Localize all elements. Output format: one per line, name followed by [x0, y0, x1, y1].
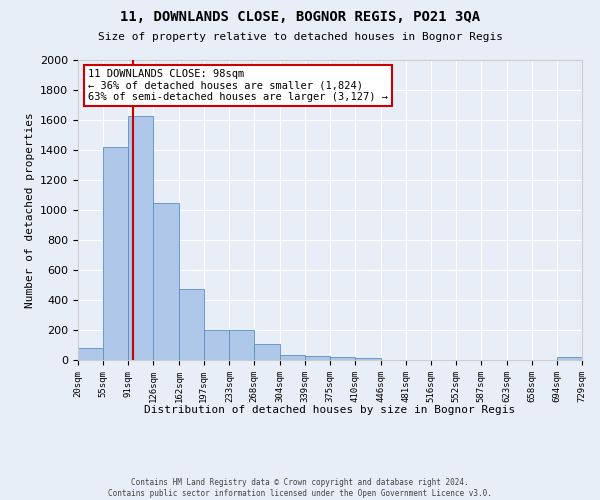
Bar [179, 289, 204, 360]
Text: Contains HM Land Registry data © Crown copyright and database right 2024.
Contai: Contains HM Land Registry data © Crown c… [108, 478, 492, 498]
Y-axis label: Number of detached properties: Number of detached properties [25, 112, 35, 308]
Bar [78, 348, 103, 360]
Bar [254, 344, 280, 360]
Bar [229, 330, 254, 360]
X-axis label: Distribution of detached houses by size in Bognor Regis: Distribution of detached houses by size … [145, 405, 515, 415]
Bar [557, 357, 582, 360]
Bar [280, 355, 305, 360]
Text: 11 DOWNLANDS CLOSE: 98sqm
← 36% of detached houses are smaller (1,824)
63% of se: 11 DOWNLANDS CLOSE: 98sqm ← 36% of detac… [88, 69, 388, 102]
Bar [103, 147, 128, 360]
Text: Size of property relative to detached houses in Bognor Regis: Size of property relative to detached ho… [97, 32, 503, 42]
Text: 11, DOWNLANDS CLOSE, BOGNOR REGIS, PO21 3QA: 11, DOWNLANDS CLOSE, BOGNOR REGIS, PO21 … [120, 10, 480, 24]
Bar [355, 358, 381, 360]
Bar [154, 202, 179, 360]
Bar [331, 357, 355, 360]
Bar [128, 116, 154, 360]
Bar [305, 356, 331, 360]
Bar [204, 330, 229, 360]
